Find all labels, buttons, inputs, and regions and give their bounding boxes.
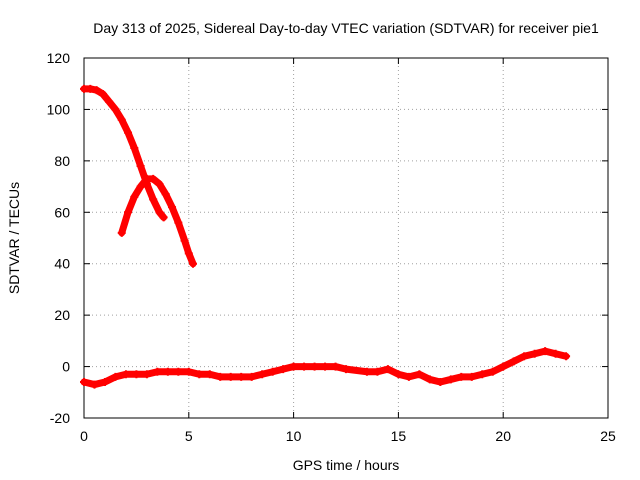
data-point <box>111 372 120 381</box>
data-point <box>184 249 193 258</box>
data-point <box>216 372 225 381</box>
data-point <box>289 362 298 371</box>
data-point <box>149 174 158 183</box>
data-point <box>247 372 256 381</box>
data-point <box>488 367 497 376</box>
data-point <box>331 362 340 371</box>
data-point <box>117 115 126 124</box>
data-point <box>92 86 101 95</box>
data-point <box>161 190 170 199</box>
data-point <box>520 352 529 361</box>
data-point <box>205 370 214 379</box>
x-tick-label: 20 <box>495 428 511 444</box>
data-point <box>174 218 183 227</box>
y-tick-label: 120 <box>47 50 71 66</box>
data-point <box>362 367 371 376</box>
data-point <box>132 370 141 379</box>
data-point <box>136 182 145 191</box>
x-tick-label: 25 <box>600 428 616 444</box>
x-tick-label: 0 <box>80 428 88 444</box>
series-near-zero-band <box>80 347 571 389</box>
data-point <box>80 378 88 386</box>
data-point <box>121 370 130 379</box>
data-point <box>457 372 466 381</box>
data-point <box>373 367 382 376</box>
data-point <box>404 372 413 381</box>
data-point <box>163 367 172 376</box>
grid <box>84 58 608 418</box>
data-point <box>446 375 455 384</box>
x-axis-label: GPS time / hours <box>293 457 400 473</box>
data-point <box>188 259 197 268</box>
data-point <box>425 375 434 384</box>
data-point <box>383 365 392 374</box>
y-axis-label: SDTVAR / TECUs <box>6 182 22 294</box>
data-point <box>117 228 126 237</box>
data-point <box>124 208 133 217</box>
data-point <box>124 128 133 137</box>
y-tick-label: 0 <box>62 359 70 375</box>
data-point <box>159 213 168 222</box>
y-tick-label: 80 <box>54 153 70 169</box>
data-point <box>98 90 107 98</box>
data-point <box>436 378 445 386</box>
data-point <box>105 97 114 106</box>
data-point <box>155 180 164 188</box>
data-point <box>153 367 162 376</box>
data-point <box>499 362 508 371</box>
data-point <box>415 370 424 379</box>
data-point <box>509 357 518 366</box>
data-point <box>90 380 99 389</box>
y-tick-label: 60 <box>54 204 70 220</box>
y-tick-label: 40 <box>54 256 70 272</box>
y-tick-label: -20 <box>50 410 70 426</box>
data-point <box>279 365 288 374</box>
series-arc-rising-then-falling <box>117 174 197 268</box>
data-point <box>184 367 193 376</box>
data-point <box>300 362 309 371</box>
data-point <box>321 362 330 371</box>
data-point <box>149 195 158 204</box>
data-point <box>342 365 350 374</box>
data-point <box>142 370 151 379</box>
axis-ticks: 0 5 10 15 20 25 -20 0 20 40 60 80 100 120 <box>47 50 616 444</box>
y-tick-label: 100 <box>47 101 71 117</box>
data-point <box>130 144 139 152</box>
series-trace <box>80 347 570 389</box>
y-tick-label: 20 <box>54 307 70 323</box>
data-point <box>180 236 189 245</box>
data-point <box>226 372 235 381</box>
data-point <box>310 362 319 371</box>
data-point <box>268 367 277 376</box>
data-point <box>130 192 139 201</box>
data-point <box>168 203 177 212</box>
data-point <box>467 372 476 381</box>
data-point <box>394 370 403 379</box>
data-marks <box>80 84 571 389</box>
x-tick-label: 15 <box>391 428 407 444</box>
data-point <box>237 372 246 381</box>
data-point <box>478 370 487 379</box>
data-point <box>155 208 164 217</box>
data-point <box>195 370 204 379</box>
data-point <box>100 378 109 386</box>
data-point <box>258 370 267 379</box>
data-point <box>551 349 560 358</box>
data-point <box>86 84 95 93</box>
data-point <box>136 162 145 170</box>
x-tick-label: 5 <box>185 428 193 444</box>
plot-frame <box>83 57 609 419</box>
data-point <box>541 347 550 356</box>
x-tick-label: 10 <box>286 428 302 444</box>
chart-title: Day 313 of 2025, Sidereal Day-to-day VTE… <box>93 20 599 36</box>
data-point <box>530 349 539 358</box>
data-point <box>111 105 120 114</box>
data-point <box>174 367 183 376</box>
data-point <box>562 352 571 361</box>
